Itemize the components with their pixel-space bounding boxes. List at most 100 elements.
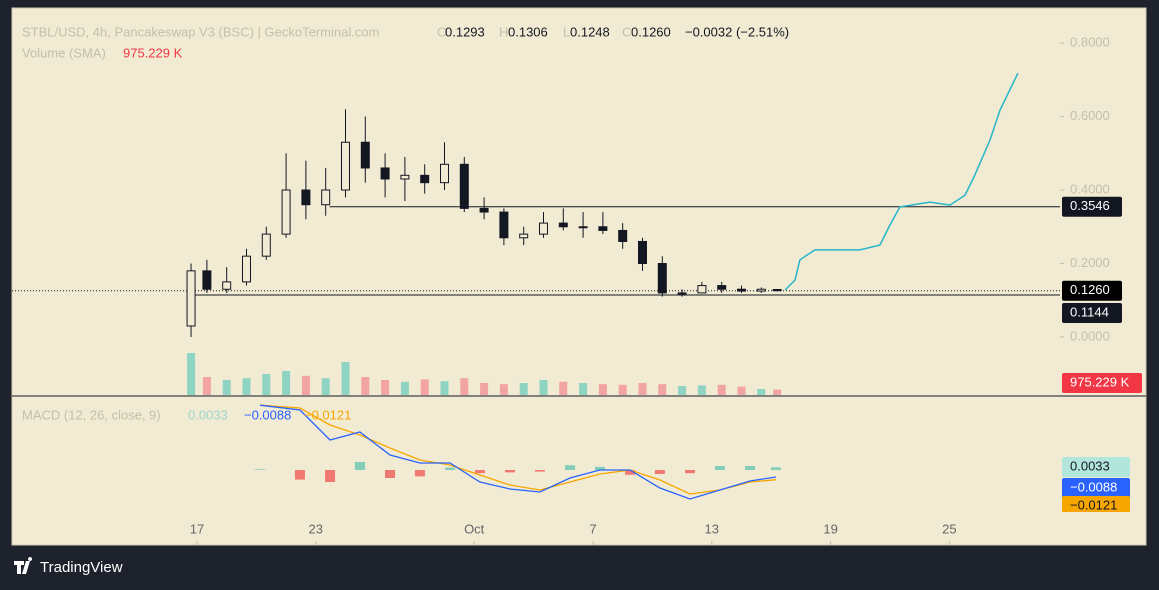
candle-body [499,211,509,239]
macd-hist-bar [445,467,456,471]
macd-hist-bar [254,469,265,471]
volume-bar [400,381,409,395]
macd-axis-label: −0.0088 [1070,479,1117,494]
candle-body [301,189,311,206]
candle-body [578,226,588,229]
volume-bar [262,374,271,395]
y-tick-label: 0.0000 [1070,328,1110,343]
candle-body [479,207,489,213]
volume-label: Volume (SMA) [22,45,106,60]
volume-bar [638,383,647,395]
candle-body [637,240,647,265]
volume-bar [579,383,588,395]
macd-axis-box [1062,457,1130,477]
candle-body [439,163,449,184]
volume-bar [381,380,390,395]
ohlc-value: 0.1260 [631,24,671,39]
volume-bar [658,384,667,395]
candle-body [657,263,667,294]
macd-hist-bar [325,470,336,482]
macd-axis-label: 0.0033 [1070,458,1110,473]
candle-body [241,255,251,283]
macd-hist-value: 0.0033 [188,407,228,422]
macd-hist-bar [745,466,756,471]
macd-axis-label: −0.0121 [1070,497,1117,512]
volume-bar [440,381,449,395]
candle-body [677,292,687,295]
volume-bar [737,386,746,395]
volume-bar [187,353,196,395]
candle-body [360,141,370,169]
volume-bar [757,389,766,395]
marks: 0.0000 0.2000 0.4000 0.6000 0.8000 17 23 Oct 7 13… [12,34,1145,545]
candle-body [756,288,766,292]
y-tick-label: 0.2000 [1070,255,1110,270]
ohlc-letter: O [437,24,447,39]
volume-value: 975.229 K [123,45,183,60]
macd-hist-bar [565,465,576,471]
chart-title: STBL/USD, 4h, Pancakeswap V3 (BSC) | Gec… [22,24,379,39]
y-tick-label: 0.8000 [1070,34,1110,49]
volume-bar [499,384,508,395]
macd-signal-value: −0.0121 [304,407,351,422]
volume-bar [618,384,627,395]
volume-bar [559,381,568,395]
y-tick-label: 0.4000 [1070,181,1110,196]
x-tick-label: 7 [589,521,596,536]
macd-hist-bar [770,467,781,471]
volume-bar [222,380,231,395]
candle-body [697,285,707,294]
macd-hist-bar [294,470,305,480]
ohlc-letter: L [563,24,570,39]
candle-body [519,233,529,239]
brand-name: TradingView [40,559,123,576]
volume-bar [598,384,607,395]
macd-hist-bar [714,466,725,471]
candle-body [281,189,291,235]
volume-bar [282,371,291,395]
projection-line [784,72,1019,291]
volume-bar [697,385,706,395]
candle-body [202,270,212,290]
macd-hist-bar [474,470,485,474]
macd-hist-bar [414,470,425,477]
x-tick-label: Oct [464,521,485,536]
candle-body [420,174,430,184]
macd-hist-bar [654,470,665,474]
y-tick-label: 0.6000 [1070,108,1110,123]
volume-bar [519,383,528,395]
macd-axis-box [1062,478,1130,498]
volume-bar [717,384,726,395]
macd-line-value: −0.0088 [244,407,291,422]
volume-bar [242,378,251,395]
volume-bar [301,375,310,395]
brand-logo [14,557,33,574]
macd-hist-bar [354,462,365,471]
macd-line [259,404,776,500]
volume-axis-label: 975.229 K [1070,374,1130,389]
level-label-box [1062,196,1122,217]
level-label-box [1062,302,1122,323]
x-tick-label: 13 [705,521,719,536]
macd-hist-bar [505,470,516,473]
chart-panel [11,7,1147,546]
candle-body [538,222,548,235]
candle-body [261,233,271,257]
volume-bar [460,378,469,395]
macd-label: MACD (12, 26, close, 9) [22,407,161,422]
volume-bar [480,383,489,395]
x-tick-label: 23 [309,521,323,536]
candle-body [717,285,727,290]
macd-hist-bar [625,470,636,475]
candle-body [321,189,331,206]
candle-body [380,167,390,180]
candle-body [186,270,196,327]
last-price-label-box [1062,280,1122,301]
volume-bar [773,389,782,395]
last-price-label: 0.1260 [1070,282,1110,297]
candle-body [340,141,350,191]
volume-bar [420,379,429,395]
ohlc-value: 0.1248 [570,24,610,39]
macd-hist-bar [534,470,545,472]
